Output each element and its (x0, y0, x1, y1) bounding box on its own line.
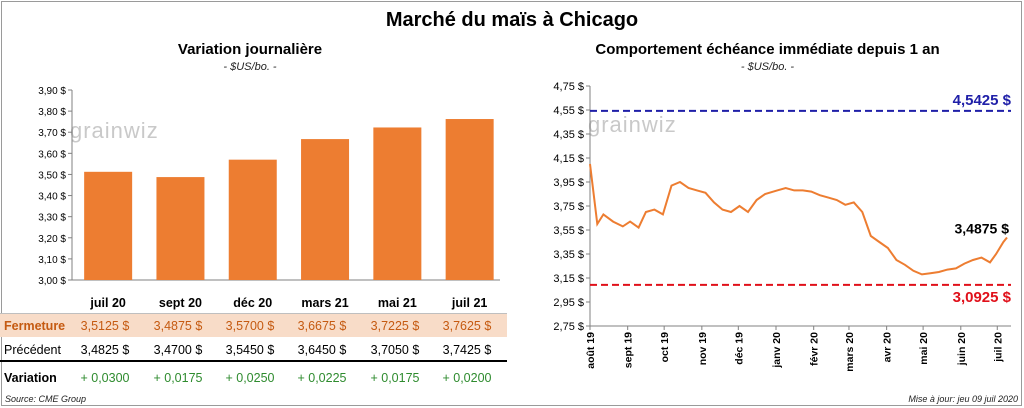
table-row-variation: Variation + 0,0300 + 0,0175 + 0,0250 + 0… (0, 366, 507, 390)
table-cell: 3,5450 $ (225, 343, 275, 357)
y-tick-label: 3,70 $ (38, 128, 66, 139)
y-tick-label: 3,20 $ (38, 234, 66, 245)
y-tick-label: 4,75 $ (553, 81, 584, 93)
table-cell: 3,5125 $ (80, 319, 130, 333)
y-tick-label: 3,55 $ (553, 225, 584, 237)
x-tick-label: juin 20 (956, 332, 968, 366)
table-cell: 3,4700 $ (153, 343, 203, 357)
y-tick-label: 3,50 $ (38, 170, 66, 181)
y-tick-label: 3,00 $ (38, 276, 66, 287)
bar (373, 127, 422, 280)
x-tick-label: févr 20 (809, 332, 821, 366)
y-tick-label: 3,90 $ (38, 86, 66, 97)
row-label: Variation (4, 371, 57, 385)
page-title: Marché du maïs à Chicago (385, 9, 639, 31)
y-tick-label: 2,95 $ (553, 297, 584, 309)
category-label: sept 20 (158, 296, 202, 310)
price-line (589, 163, 1008, 276)
bar-chart: 3,00 $ 3,10 $ 3,20 $ 3,30 $ 3,40 $ 3,50 $ 3,60… (38, 86, 500, 287)
bar (228, 159, 277, 280)
table-cell: 3,5700 $ (225, 319, 275, 333)
table-cell: 3,7225 $ (370, 319, 420, 333)
y-tick-label: 3,35 $ (553, 249, 584, 261)
right-chart-title: Comportement échéance immédiate depuis 1… (595, 41, 940, 58)
category-label: juil 21 (451, 296, 488, 310)
y-tick-label: 3,60 $ (38, 149, 66, 160)
table-cell: 3,4825 $ (80, 343, 130, 357)
y-tick-label: 3,75 $ (553, 201, 584, 213)
x-tick-label: mai 20 (918, 332, 930, 365)
y-tick-label: 2,75 $ (553, 321, 584, 333)
left-chart-unit: - $US/bo. - (223, 61, 277, 73)
y-tick-label: 3,95 $ (553, 177, 584, 189)
x-tick-label: déc 19 (733, 332, 745, 365)
y-tick-label: 3,15 $ (553, 273, 584, 285)
table-cell: 3,4875 $ (153, 319, 203, 333)
y-tick-label: 3,10 $ (38, 255, 66, 266)
last-value-label: 3,4875 $ (955, 221, 1010, 237)
updated-note: Mise à jour: jeu 09 juil 2020 (908, 394, 1018, 404)
x-tick-label: janv 20 (771, 332, 783, 369)
x-tick-label: juil 20 (992, 332, 1004, 363)
category-label: juil 20 (90, 296, 126, 310)
row-label: Précédent (4, 343, 61, 357)
table-cell: 3,6675 $ (297, 319, 347, 333)
y-tick-label: 3,80 $ (38, 107, 66, 118)
right-logo: grainwiz (588, 112, 677, 137)
line-chart: 2,75 $ 2,95 $ 3,15 $ 3,35 $ 3,55 $ 3,75 $ 3,95… (553, 81, 1012, 372)
category-label: mai 21 (377, 296, 417, 310)
bar (445, 119, 494, 281)
table-cell: + 0,0200 (442, 371, 492, 385)
x-tick-label: août 19 (585, 332, 597, 369)
left-logo: grainwiz (70, 118, 159, 143)
table-cell: 3,7625 $ (442, 319, 492, 333)
table-cell: 3,7050 $ (370, 343, 420, 357)
x-tick-label: oct 19 (659, 332, 671, 363)
right-chart-unit: - $US/bo. - (740, 61, 795, 73)
table-row-previous: Précédent 3,4825 $ 3,4700 $ 3,5450 $ 3,6… (0, 338, 507, 362)
x-tick-label: avr 20 (882, 332, 894, 363)
x-tick-label: nov 19 (697, 332, 709, 365)
y-tick-label: 4,55 $ (553, 105, 584, 117)
y-tick-label: 4,15 $ (553, 153, 584, 165)
table-cell: + 0,0225 (297, 371, 347, 385)
y-tick-label: 3,40 $ (38, 192, 66, 203)
bar (301, 139, 350, 280)
row-label: Fermeture (4, 319, 66, 333)
y-tick-label: 4,35 $ (553, 129, 584, 141)
category-label: mars 21 (301, 296, 349, 310)
left-chart-title: Variation journalière (177, 41, 323, 58)
table-cell: 3,6450 $ (297, 343, 347, 357)
reference-line-label: 3,0925 $ (953, 289, 1012, 306)
x-tick-label: mars 20 (844, 332, 856, 372)
x-tick-label: sept 19 (623, 332, 635, 368)
table-row-close: Fermeture 3,5125 $ 3,4875 $ 3,5700 $ 3,6… (0, 313, 507, 337)
reference-line-label: 4,5425 $ (953, 92, 1012, 109)
bar (84, 171, 133, 280)
table-cell: + 0,0300 (80, 371, 130, 385)
table-cell: + 0,0175 (370, 371, 420, 385)
y-tick-label: 3,30 $ (38, 213, 66, 224)
table-cell: + 0,0250 (225, 371, 275, 385)
bar (156, 177, 205, 280)
category-label: déc 20 (233, 296, 273, 310)
table-cell: + 0,0175 (153, 371, 203, 385)
table-cell: 3,7425 $ (442, 343, 492, 357)
source-note: Source: CME Group (5, 394, 87, 404)
